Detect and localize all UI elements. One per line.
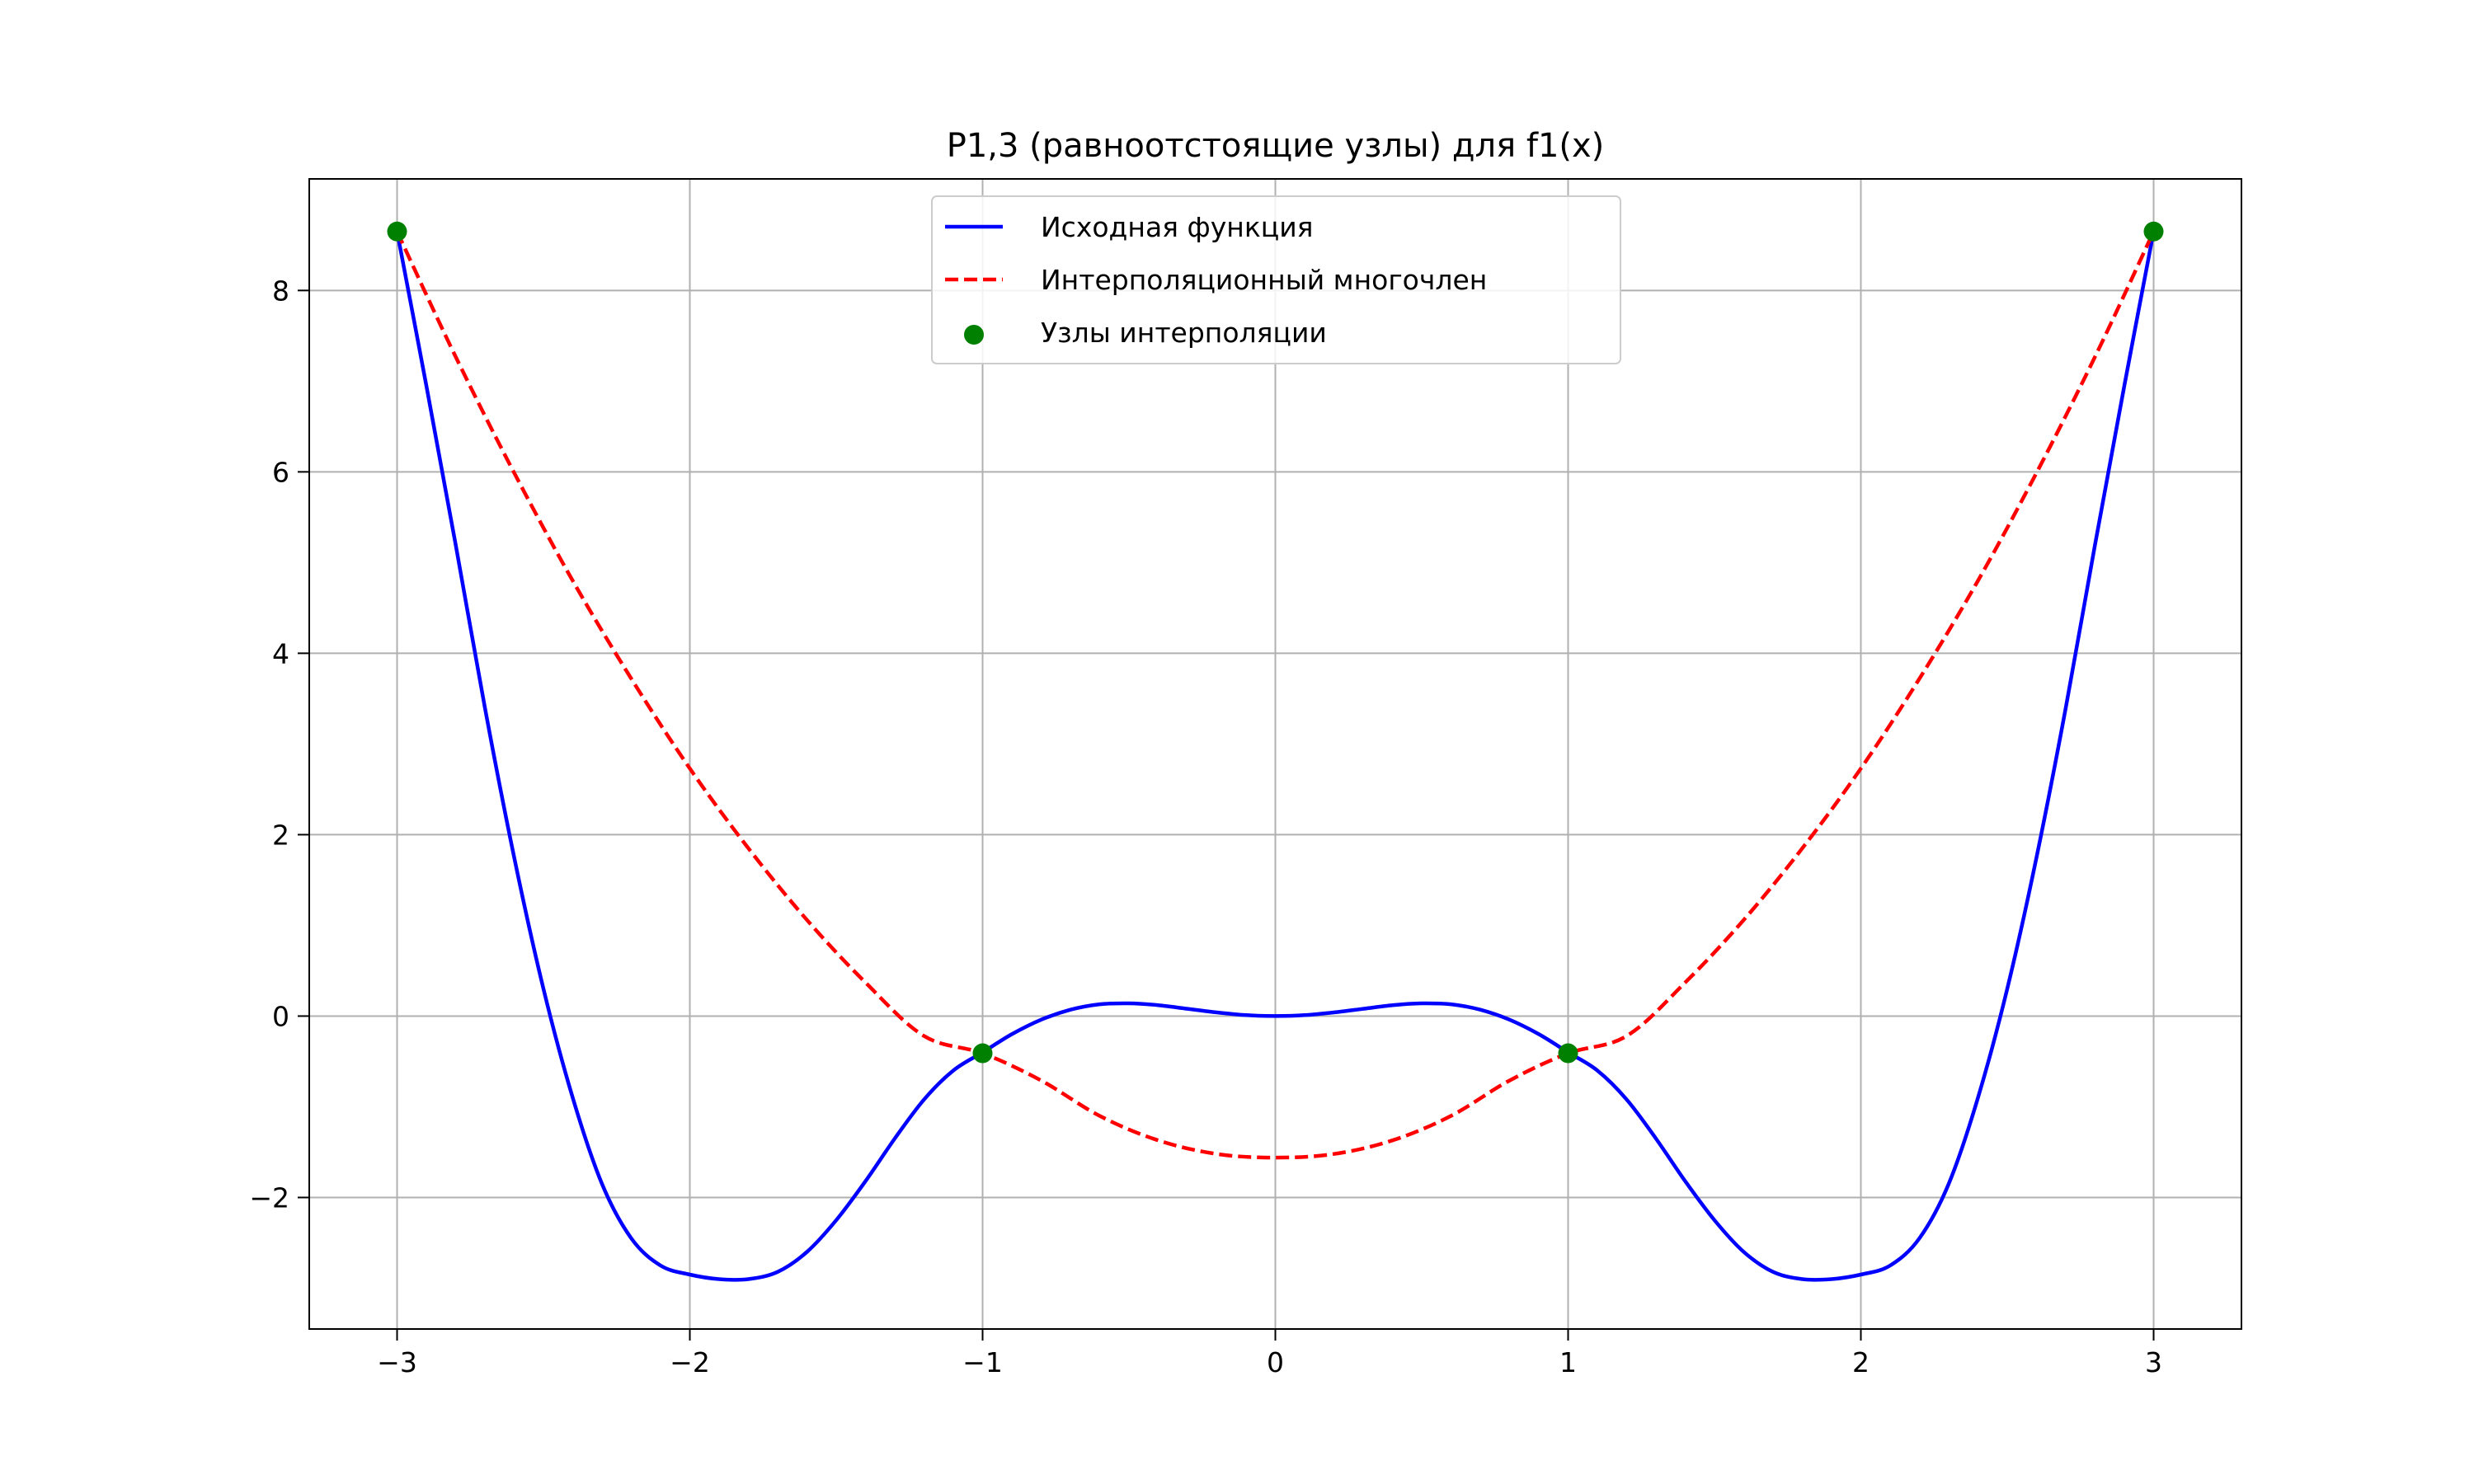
y-tick-label: 0 [272,1000,289,1032]
y-tick-label: −2 [249,1181,289,1214]
legend: Исходная функция Интерполяционный многочл… [931,195,1621,364]
y-tick-label: 4 [272,637,289,669]
x-tick-label: −1 [962,1346,1003,1378]
interpolation-polynomial-line [395,230,2156,1160]
y-tick-label: 2 [272,819,289,851]
x-tick-label: 1 [1559,1346,1577,1378]
interpolation-node-point [1558,1043,1578,1064]
interpolation-nodes [387,221,2164,1064]
chart-title: P1,3 (равноотстоящие узлы) для f1(x) [947,127,1605,165]
x-tick-label: 2 [1852,1346,1870,1378]
series-layer [395,230,2156,1282]
x-tick-label: 0 [1267,1346,1284,1378]
x-tick-label: −3 [377,1346,417,1378]
original-function-line [395,231,2156,1282]
y-tick-label: 6 [272,456,289,488]
legend-label: Интерполяционный многочлен [1041,264,1487,296]
plot-frame [308,178,2242,1330]
legend-label: Исходная функция [1041,211,1314,243]
interpolation-node-point [387,221,407,242]
legend-swatch-nodes [964,325,984,345]
x-tick-label: 3 [2145,1346,2162,1378]
axes: −3 −2 −1 0 1 2 3 −2 0 2 4 6 8 [249,275,2162,1378]
interpolation-node-point [2143,221,2164,242]
legend-label: Узлы интерполяции [1041,317,1327,349]
x-tick-label: −2 [670,1346,710,1378]
legend-box [931,195,1621,364]
interpolation-node-point [972,1043,993,1064]
y-tick-label: 8 [272,275,289,307]
